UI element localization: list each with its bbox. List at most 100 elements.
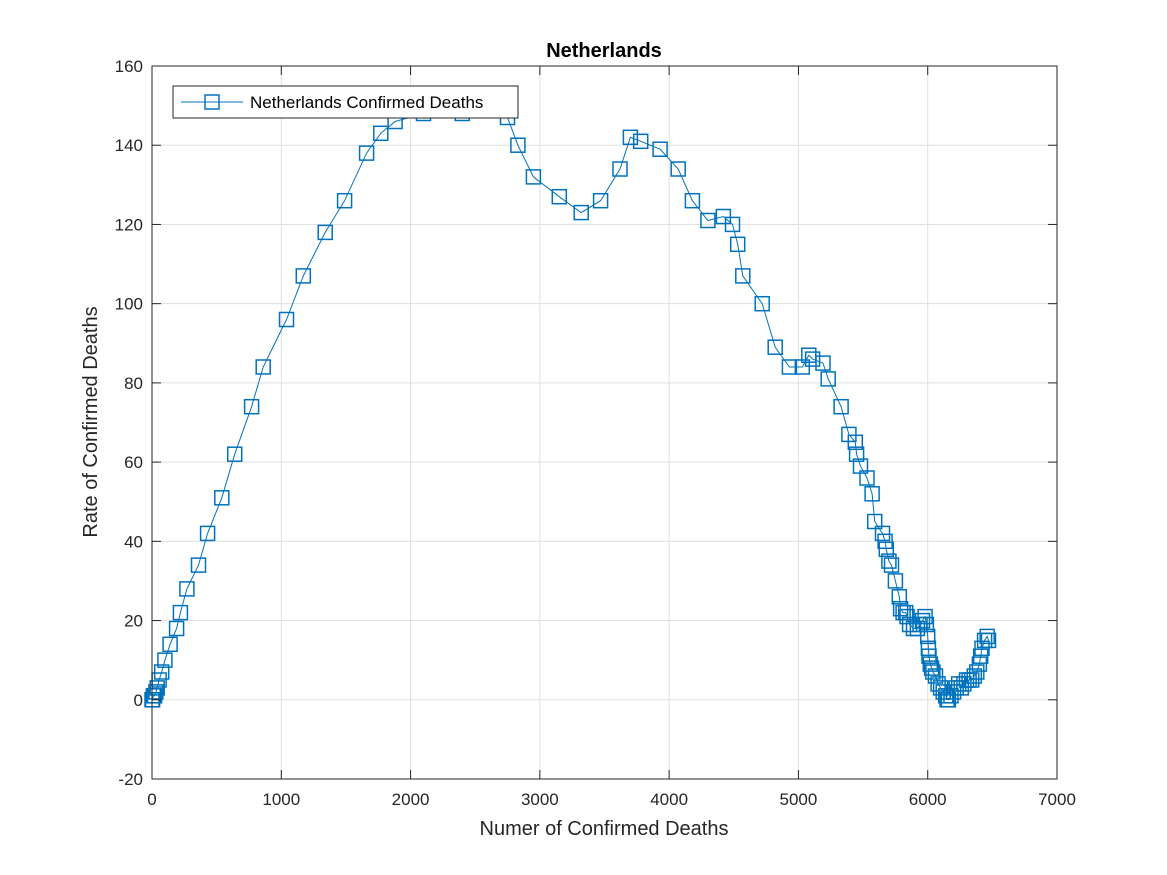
x-tick-label: 6000 — [909, 790, 947, 809]
plot-area — [152, 66, 1057, 779]
y-tick-label: 60 — [124, 453, 143, 472]
data-point — [833, 398, 849, 415]
data-point — [295, 268, 312, 284]
y-tick-label: 20 — [124, 612, 143, 631]
data-point — [980, 632, 997, 649]
data-point — [935, 684, 951, 700]
y-tick-label: 100 — [115, 295, 143, 314]
x-tick-label: 0 — [147, 790, 156, 809]
data-point — [847, 434, 864, 451]
data-point — [801, 347, 817, 363]
x-tick-label: 2000 — [392, 790, 430, 809]
data-point — [729, 236, 746, 253]
data-point — [953, 680, 970, 696]
data-point — [815, 355, 831, 371]
data-point — [700, 212, 716, 229]
data-point — [715, 208, 732, 225]
chart-title: Netherlands — [546, 40, 662, 62]
y-tick-label: 140 — [115, 136, 143, 155]
data-point — [972, 648, 989, 664]
data-point — [226, 446, 243, 462]
data-point — [162, 636, 178, 653]
data-point — [781, 359, 798, 375]
data-point — [804, 351, 821, 367]
y-axis-ticks: -20 0 20 40 60 80 100 120 140 160 — [115, 57, 1057, 789]
data-point — [670, 161, 686, 177]
x-axis-label: Numer of Confirmed Deaths — [480, 818, 729, 840]
data-point — [918, 616, 935, 633]
data-point — [920, 640, 937, 657]
y-axis-label: Rate of Confirmed Deaths — [80, 306, 102, 537]
data-point — [199, 525, 216, 542]
x-tick-label: 4000 — [650, 790, 688, 809]
x-tick-label: 1000 — [262, 790, 300, 809]
data-point — [848, 446, 865, 462]
data-point — [820, 371, 836, 387]
y-tick-label: 80 — [124, 374, 143, 393]
data-point — [921, 648, 937, 664]
data-point — [592, 192, 609, 209]
data-point — [891, 589, 908, 605]
data-point — [956, 676, 972, 692]
data-point — [887, 573, 904, 589]
data-point — [901, 616, 918, 633]
data-point — [278, 311, 295, 328]
data-point — [358, 145, 375, 161]
legend-entry-label: Netherlands Confirmed Deaths — [250, 93, 483, 112]
data-point — [971, 656, 988, 672]
data-point — [148, 684, 164, 700]
data-point — [172, 604, 189, 621]
data-point — [373, 125, 389, 142]
data-point — [914, 612, 931, 629]
data-point — [767, 339, 783, 355]
data-point — [153, 664, 170, 680]
x-axis-ticks: 0 1000 2000 3000 4000 5000 6000 7000 — [147, 66, 1076, 809]
data-point — [735, 268, 751, 284]
y-tick-label: 0 — [134, 691, 143, 710]
data-point — [652, 141, 668, 157]
y-tick-label: 40 — [124, 532, 143, 551]
data-point — [724, 216, 741, 233]
y-tick-label: -20 — [118, 770, 143, 789]
data-point — [622, 129, 639, 146]
data-point — [573, 204, 589, 221]
data-point — [969, 664, 985, 680]
data-point — [168, 620, 185, 637]
data-point — [940, 692, 957, 708]
data-point — [149, 680, 165, 696]
data-point — [883, 557, 900, 573]
y-tick-label: 120 — [115, 215, 143, 234]
data-point — [878, 541, 895, 558]
data-point — [881, 553, 897, 569]
data-point — [864, 486, 880, 502]
y-tick-label: 160 — [115, 57, 143, 76]
data-point — [925, 664, 941, 680]
data-point — [684, 192, 701, 209]
data-point — [243, 398, 260, 415]
x-tick-label: 3000 — [521, 790, 559, 809]
data-point — [317, 224, 333, 241]
data-point — [754, 295, 770, 312]
data-point — [877, 533, 893, 550]
data-point — [966, 668, 983, 684]
legend-marker — [204, 94, 220, 110]
data-point — [979, 628, 995, 645]
data-point — [157, 652, 173, 668]
data-point — [866, 513, 883, 530]
data-point — [214, 490, 230, 506]
data-point — [859, 470, 875, 486]
data-point — [632, 133, 649, 150]
plot-border — [151, 65, 1058, 780]
data-point — [923, 660, 940, 676]
data-point — [927, 668, 944, 684]
data-point — [963, 672, 980, 688]
data-point — [897, 604, 914, 621]
legend: Netherlands Confirmed Deaths — [172, 85, 519, 119]
data-point — [922, 656, 939, 672]
data-point — [919, 628, 936, 645]
data-point — [146, 688, 163, 704]
data-point — [917, 608, 933, 625]
data-point — [874, 525, 891, 542]
